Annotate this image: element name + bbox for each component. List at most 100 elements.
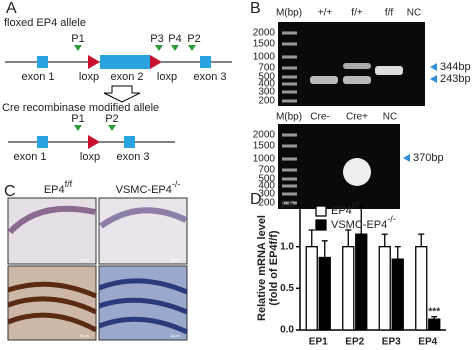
legend-sup: f/f	[352, 200, 360, 210]
panel-label: C	[4, 183, 16, 200]
legend-entry: EP4f/f	[331, 200, 360, 217]
marker-band	[282, 99, 297, 103]
marker-label: 2000	[253, 130, 276, 141]
primer-label: P4	[168, 33, 181, 45]
panel-c: C EP4f/f VSMC-EP4-/- 10μm 10μm 10μm 10μm	[4, 179, 189, 341]
marker-band	[282, 168, 297, 172]
marker-label: 1500	[253, 141, 276, 152]
gel	[278, 124, 400, 209]
column-name: EP4	[44, 184, 65, 196]
marker-label: 500	[258, 72, 275, 83]
marker-band	[282, 201, 297, 205]
y-tick-label: 1.0	[280, 241, 294, 252]
band-arrow	[430, 63, 437, 71]
marker-band	[282, 66, 297, 70]
marker-band	[282, 31, 297, 35]
marker-label: 700	[258, 165, 275, 176]
x-tick-label: EP4	[418, 337, 437, 348]
column-title: VSMC-EP4-/-	[116, 179, 181, 196]
band-label: 243bp	[440, 73, 471, 85]
primer-label: P3	[150, 33, 163, 45]
lane-label: NC	[407, 8, 421, 19]
legend-swatch	[315, 205, 327, 217]
primer-label: P1	[71, 113, 84, 125]
marker-band	[282, 82, 297, 86]
marker-label: 1000	[253, 52, 276, 63]
marker-label: 1500	[253, 39, 276, 50]
bar	[342, 246, 355, 331]
column-title: EP4f/f	[44, 179, 73, 196]
marker-band	[282, 144, 297, 148]
x-tick-label: EP2	[345, 337, 364, 348]
part-label: loxp	[80, 151, 100, 163]
column-sup: f/f	[65, 179, 73, 189]
exon	[100, 55, 150, 69]
loxp	[88, 55, 100, 69]
marker-band	[282, 133, 297, 137]
lane-label: Cre+	[346, 112, 368, 123]
significance: ***	[428, 306, 440, 317]
exon	[124, 136, 135, 148]
band-arrow	[403, 154, 410, 162]
scale-bar: 10μm	[170, 333, 181, 338]
scale-bar: 10μm	[79, 333, 90, 338]
bar	[305, 246, 318, 331]
lane-label: +/+	[318, 8, 333, 19]
marker-label: 700	[258, 63, 275, 74]
panel-a: A floxed EP4 allele P1 P3 P4 P2 exon 1 l…	[2, 0, 232, 163]
gel-band	[343, 76, 371, 84]
stained-tissue	[7, 281, 98, 333]
lane-label: f/f	[385, 8, 394, 19]
scale-bar: 10μm	[79, 257, 90, 262]
marker-label: 1000	[253, 154, 276, 165]
arrow	[103, 85, 141, 103]
marker-label: 200	[258, 198, 275, 209]
marker-label: 500	[258, 174, 275, 185]
marker-band	[282, 90, 297, 94]
primer	[74, 125, 82, 131]
x-tick-label: EP3	[382, 337, 401, 348]
lane-label: NC	[383, 112, 397, 123]
part-label: loxp	[157, 71, 177, 83]
marker-band	[282, 192, 297, 196]
band-label: 344bp	[440, 61, 471, 73]
panel-d: D Relative mRNA level (fold of EP4f/f) 0…	[250, 191, 446, 348]
band-label: 370bp	[413, 152, 444, 164]
y-tick-label: 1.5	[280, 200, 294, 211]
exon	[37, 136, 48, 148]
bar	[378, 246, 391, 331]
band-arrow	[430, 75, 437, 83]
marker-band	[282, 184, 297, 188]
column-name: VSMC-EP4	[116, 184, 172, 196]
panel-label: A	[6, 0, 17, 17]
stained-tissue	[98, 278, 189, 335]
lane-label: Cre-	[310, 112, 329, 123]
gel-band	[310, 76, 338, 84]
marker-label: 300	[258, 87, 275, 98]
marker-band	[282, 75, 297, 79]
panel-label: D	[250, 191, 262, 208]
y-axis-label: (fold of EP4f/f)	[268, 230, 280, 305]
bar	[318, 256, 331, 331]
marker-band	[282, 42, 297, 46]
primer-label: P1	[71, 33, 84, 45]
y-axis-label: Relative mRNA level	[256, 215, 268, 321]
part-label: exon 1	[21, 71, 54, 83]
primer	[188, 45, 196, 51]
legend-entry: VSMC-EP4-/-	[331, 214, 396, 231]
loxp	[88, 135, 100, 149]
marker-band	[282, 55, 297, 59]
allele-title: floxed EP4 allele	[4, 17, 86, 29]
part-label: exon 1	[13, 151, 46, 163]
scale-bar: 10μm	[170, 257, 181, 262]
bar	[391, 258, 404, 331]
part-label: exon 3	[193, 71, 226, 83]
panel-b: B 344bp 243bp 370bp M(bp) +/+ f/+ f/f NC 2000…	[250, 0, 471, 209]
x-tick-label: EP1	[309, 337, 328, 348]
vessel-wall	[7, 205, 96, 235]
primer-label: P2	[187, 33, 200, 45]
gel-band	[343, 63, 371, 69]
y-tick-label: 0.5	[280, 283, 294, 294]
primer-label: P2	[105, 113, 118, 125]
part-label: exon 2	[110, 71, 143, 83]
